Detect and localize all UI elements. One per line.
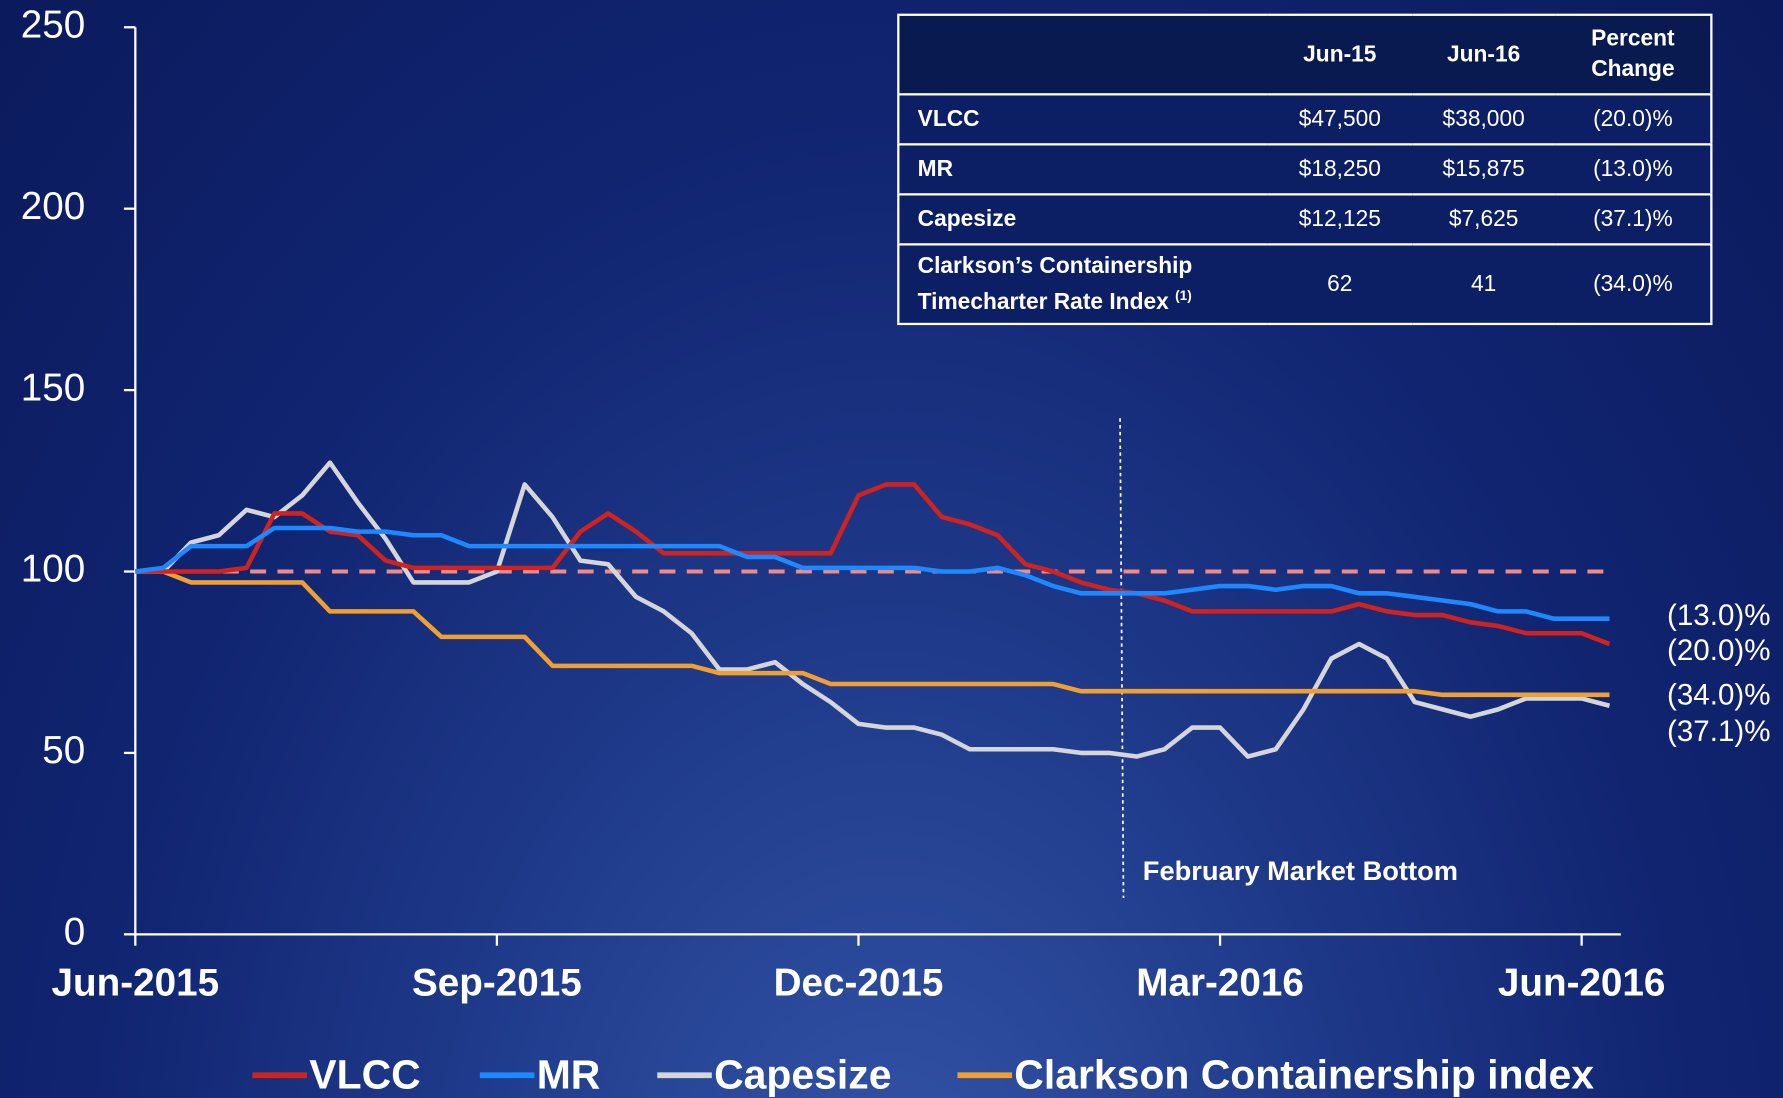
footnote: (1)	[1175, 287, 1192, 304]
annotation: February Market Bottom	[1143, 855, 1458, 886]
table-cell: (34.0)%	[1555, 243, 1712, 326]
table-cell: 41	[1411, 243, 1556, 326]
table-row: Capesize $12,125 $7,625 (37.1)%	[898, 193, 1712, 246]
legend-label: MR	[537, 1051, 601, 1097]
y-tick-label: 0	[64, 911, 86, 954]
y-tick-label: 50	[42, 729, 85, 772]
table-cell: $47,500	[1267, 93, 1412, 146]
legend-label: Clarkson Containership index	[1014, 1051, 1594, 1097]
table-cell: $38,000	[1411, 93, 1556, 146]
table-cell: (20.0)%	[1555, 93, 1712, 146]
header-cell	[898, 13, 1268, 96]
y-tick-label: 200	[21, 185, 85, 228]
y-tick-label: 250	[21, 3, 85, 46]
table-cell: (13.0)%	[1555, 143, 1712, 196]
row-label-text: Capesize	[917, 206, 1017, 232]
table-row: VLCC $47,500 $38,000 (20.0)%	[898, 93, 1712, 146]
series-line	[135, 482, 1611, 647]
series-line	[135, 525, 1610, 621]
table-cell: $12,125	[1267, 193, 1412, 246]
end-label: (20.0)%	[1667, 634, 1770, 667]
row-label: Clarkson’s Containership Timecharter Rat…	[898, 243, 1268, 326]
table-cell: $7,625	[1411, 193, 1556, 246]
legend-label: VLCC	[309, 1051, 420, 1097]
rate-table: Jun-15 Jun-16 Percent Change VLCC $47,500 $3…	[897, 13, 1713, 326]
legend-label: Capesize	[714, 1051, 891, 1097]
header-cell: Percent Change	[1555, 13, 1712, 96]
header-cell: Jun-15	[1267, 13, 1412, 96]
table-cell: $15,875	[1411, 143, 1556, 196]
y-tick-label: 100	[21, 548, 85, 591]
table-cell: 62	[1267, 243, 1412, 326]
x-tick-label: Sep-2015	[412, 962, 582, 1005]
table-header: Jun-15 Jun-16 Percent Change	[898, 13, 1712, 96]
table-row: Clarkson’s Containership Timecharter Rat…	[898, 243, 1712, 326]
row-label-text: MR	[917, 156, 954, 182]
header-cell: Jun-16	[1411, 13, 1556, 96]
annotation-line	[1119, 418, 1125, 898]
row-label: Capesize	[898, 193, 1268, 246]
x-tick-label: Mar-2016	[1136, 962, 1304, 1005]
table-row: MR $18,250 $15,875 (13.0)%	[898, 143, 1712, 196]
end-label: (13.0)%	[1667, 599, 1770, 632]
y-tick-label: 150	[21, 366, 85, 409]
end-label: (34.0)%	[1667, 679, 1770, 712]
end-label: (37.1)%	[1667, 715, 1770, 748]
row-label: MR	[898, 143, 1268, 196]
row-label-text: VLCC	[917, 106, 980, 132]
table-cell: (37.1)%	[1555, 193, 1712, 246]
x-tick-label: Jun-2016	[1498, 962, 1666, 1005]
row-label: VLCC	[898, 93, 1268, 146]
row-label-text: Clarkson’s Containership Timecharter Rat…	[917, 253, 1193, 315]
table-cell: $18,250	[1267, 143, 1412, 196]
series-line	[135, 569, 1610, 698]
x-tick-label: Dec-2015	[774, 962, 944, 1005]
x-tick-label: Jun-2015	[52, 962, 220, 1005]
